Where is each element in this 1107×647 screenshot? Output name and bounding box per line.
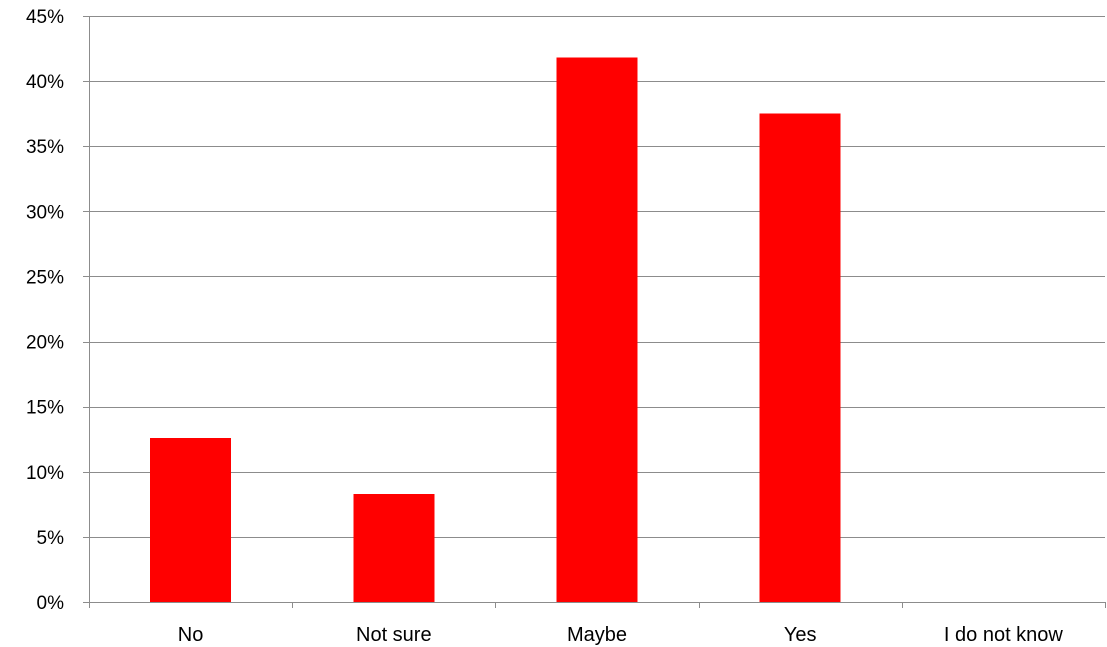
x-axis-category-labels: No Not sure Maybe Yes I do not know xyxy=(178,624,1064,646)
bar-not-sure xyxy=(353,493,435,602)
y-tick-label: 25% xyxy=(26,267,64,288)
y-tick-label: 35% xyxy=(26,137,64,158)
y-tick-label: 30% xyxy=(26,202,64,223)
bar-no xyxy=(150,437,232,602)
x-category-label: I do not know xyxy=(944,624,1064,646)
y-tick-label: 40% xyxy=(26,72,64,93)
y-tick-label: 5% xyxy=(37,528,65,549)
x-category-label: Not sure xyxy=(356,624,432,646)
bars xyxy=(150,57,841,603)
x-category-label: No xyxy=(178,624,204,646)
axes xyxy=(83,16,1106,608)
x-category-label: Yes xyxy=(784,624,817,646)
bar-yes xyxy=(759,113,841,603)
y-tick-label: 0% xyxy=(37,593,65,614)
y-tick-label: 10% xyxy=(26,463,64,484)
bar-maybe xyxy=(556,57,638,602)
x-category-label: Maybe xyxy=(567,624,627,646)
y-tick-label: 15% xyxy=(26,398,64,419)
y-axis-tick-labels: 0% 5% 10% 15% 20% 25% 30% 35% 40% 45% xyxy=(26,7,64,614)
y-tick-label: 45% xyxy=(26,7,64,28)
y-tick-label: 20% xyxy=(26,333,64,354)
